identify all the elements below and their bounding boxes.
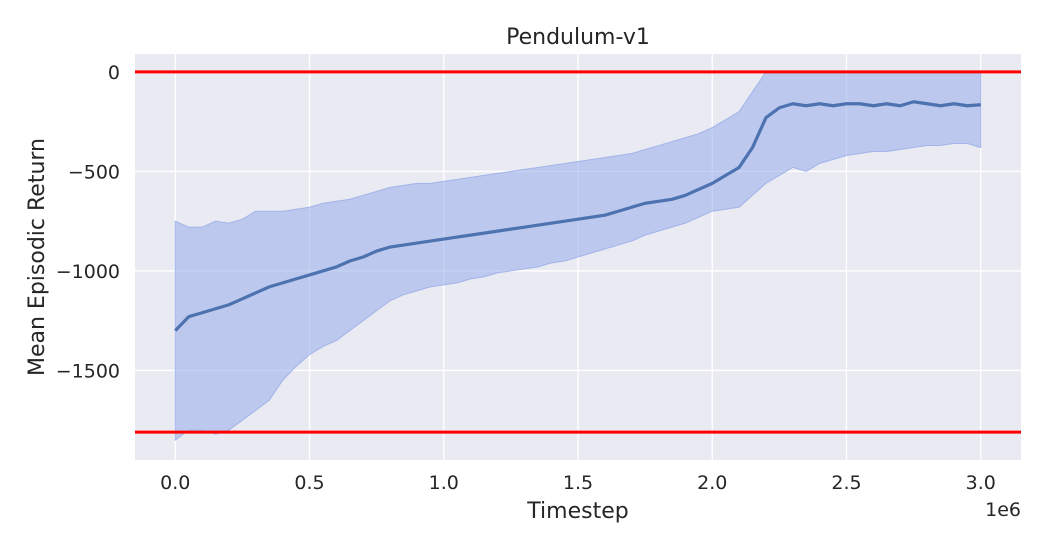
y-tick-label: −1000 [56,261,120,283]
x-tick-label: 0.0 [160,472,190,494]
y-tick-label: 0 [108,62,120,84]
x-tick-label: 2.0 [697,472,727,494]
x-tick-label: 1.0 [429,472,459,494]
x-offset-label: 1e6 [985,499,1021,521]
x-axis-label: Timestep [526,499,628,524]
y-tick-label: −1500 [56,360,120,382]
reference-lines [135,70,1021,434]
y-tick-labels: 0 −500 −1000 −1500 [56,62,120,383]
confidence-band [174,71,982,442]
y-tick-label: −500 [68,161,120,183]
x-tick-label: 2.5 [831,472,861,494]
x-tick-labels: 0.0 0.5 1.0 1.5 2.0 2.5 3.0 [160,472,996,494]
y-axis-label: Mean Episodic Return [25,138,50,376]
mean-return-line [174,100,981,332]
x-tick-label: 1.5 [563,472,593,494]
chart-title: Pendulum-v1 [506,25,650,50]
line-layer [174,100,981,332]
band-layer [174,71,982,442]
x-tick-label: 3.0 [966,472,996,494]
x-tick-label: 0.5 [294,472,324,494]
